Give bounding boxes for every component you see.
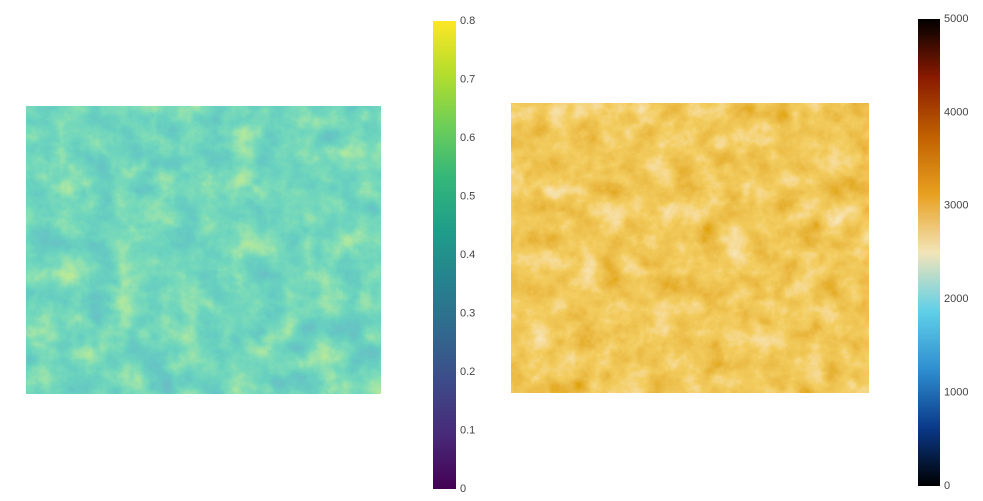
colorbar-tick-label: 4000 [944,106,968,118]
colorbar-tick-label: 5000 [944,13,968,25]
heatmap-image [26,106,381,394]
colorbar-tick-label: 0.4 [460,249,475,261]
colorbar-tick-label: 0 [460,483,466,495]
colorbar-tick-label: 0.8 [460,15,475,27]
colorbar-tick-label: 0 [944,480,950,492]
colorbar-tick-label: 0.1 [460,424,475,436]
colorbar-tick-label: 3000 [944,200,968,212]
colorbar-tick-label: 2000 [944,293,968,305]
colorbar-tick-label: 0.2 [460,366,475,378]
colorbar [918,19,940,486]
heatmap-image [511,103,869,393]
colorbar-tick-label: 0.3 [460,307,475,319]
colorbar-tick-label: 0.7 [460,73,475,85]
colorbar-tick-label: 0.6 [460,132,475,144]
colorbar-tick-label: 0.5 [460,190,475,202]
colorbar-tick-label: 1000 [944,387,968,399]
colorbar [433,21,456,489]
